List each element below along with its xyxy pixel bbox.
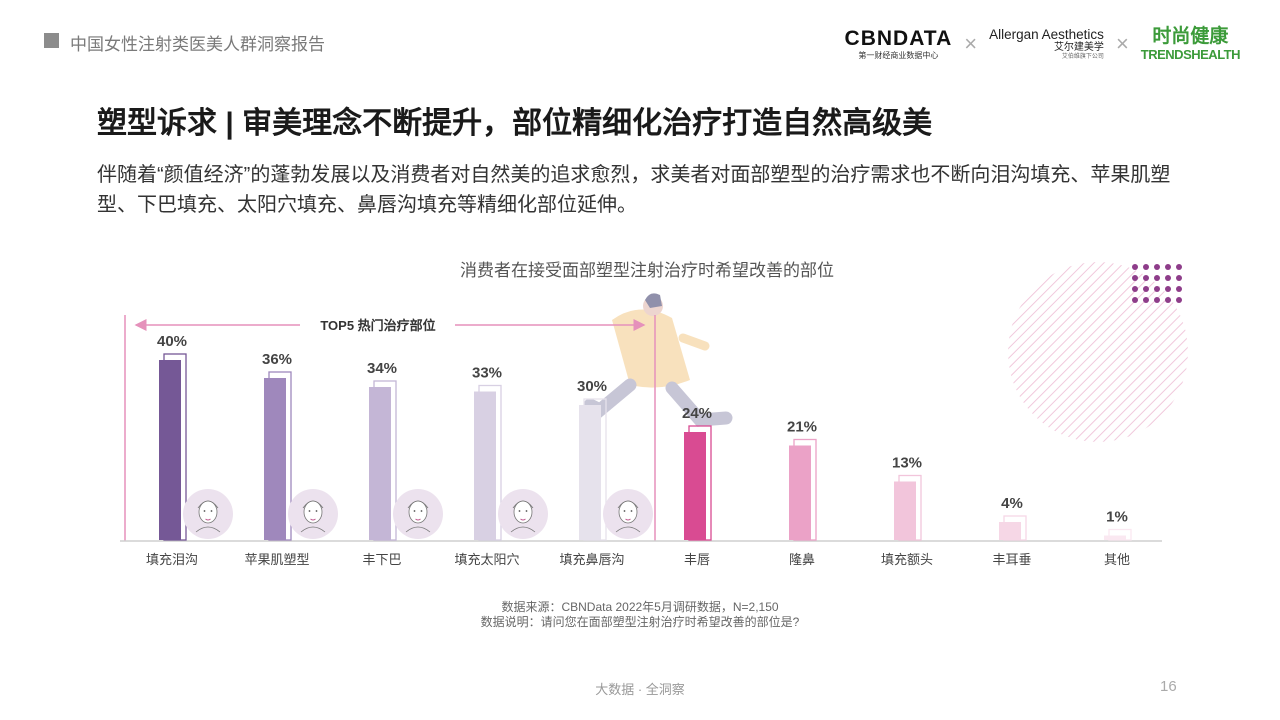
decorative-dot xyxy=(1154,286,1160,292)
bar xyxy=(264,378,286,540)
category-tick-label: 填充鼻唇沟 xyxy=(559,552,624,567)
face-icon xyxy=(183,489,233,539)
report-title: 中国女性注射类医美人群洞察报告 xyxy=(70,35,325,54)
bar xyxy=(789,445,811,540)
cbndata-logo: CBNDATA 第一财经商业数据中心 xyxy=(845,28,953,60)
page-subtitle: 伴随着“颜值经济”的蓬勃发展以及消费者对自然美的追求愈烈，求美者对面部塑型的治疗… xyxy=(97,164,1171,216)
bar-value-label: 33% xyxy=(472,365,502,382)
decorative-striped-circle xyxy=(1008,262,1188,442)
decorative-dot xyxy=(1143,286,1149,292)
trendshealth-logo-text: 时尚健康 xyxy=(1152,25,1229,47)
decorative-dot xyxy=(1176,286,1182,292)
trendshealth-logo-subtext: TRENDSHEALTH xyxy=(1140,47,1241,62)
trendshealth-logo: 时尚健康 TRENDSHEALTH xyxy=(1140,25,1241,62)
top5-annotation-label: TOP5 热门治疗部位 xyxy=(320,318,435,333)
allergan-logo: Allergan Aesthetics 艾尔建美学 艾伯维旗下公司 xyxy=(989,28,1104,61)
chart-title: 消费者在接受面部塑型注射治疗时希望改善的部位 xyxy=(460,261,834,280)
bar-value-label: 40% xyxy=(157,333,187,350)
decorative-dot xyxy=(1132,275,1138,281)
decorative-dot xyxy=(1132,264,1138,270)
bar-value-label: 4% xyxy=(1001,495,1023,512)
bar-value-label: 36% xyxy=(262,351,292,368)
data-source-note: 数据来源：CBNData 2022年5月调研数据，N=2,150 xyxy=(501,600,779,614)
face-icon xyxy=(498,489,548,539)
decorative-dot xyxy=(1176,264,1182,270)
bar xyxy=(684,432,706,540)
allergan-logo-subtext: 艾尔建美学 xyxy=(1053,42,1104,54)
decorative-dot xyxy=(1165,286,1171,292)
category-tick-label: 填充泪沟 xyxy=(146,552,198,567)
decorative-dot xyxy=(1132,297,1138,303)
decorative-dot xyxy=(1154,297,1160,303)
jumping-person-illustration-icon xyxy=(583,293,733,427)
face-icon xyxy=(603,489,653,539)
cbndata-logo-subtext: 第一财经商业数据中心 xyxy=(858,51,939,60)
decorative-dot xyxy=(1143,264,1149,270)
bar-value-label: 34% xyxy=(367,360,397,377)
bar xyxy=(369,387,391,540)
face-icon xyxy=(393,489,443,539)
category-tick-label: 丰下巴 xyxy=(362,552,401,567)
category-tick-label: 其他 xyxy=(1104,552,1130,567)
category-tick-label: 隆鼻 xyxy=(789,552,815,567)
bar-value-label: 30% xyxy=(577,378,607,395)
bar-series: 40% 填充泪沟 36% 苹果肌塑型 34% 丰下巴 33% 填充太阳穴 30% 填充鼻唇沟 24%… xyxy=(146,333,1132,567)
logo-separator-icon: × xyxy=(1115,31,1129,56)
allergan-logo-text: Allergan Aesthetics xyxy=(989,26,1104,42)
header-square-icon xyxy=(44,33,59,48)
bar xyxy=(474,391,496,540)
decorative-dot xyxy=(1176,275,1182,281)
category-tick-label: 苹果肌塑型 xyxy=(244,552,309,567)
bar-value-label: 13% xyxy=(892,455,922,472)
category-tick-label: 填充额头 xyxy=(881,552,933,567)
category-tick-label: 填充太阳穴 xyxy=(454,552,519,567)
bar xyxy=(894,481,916,540)
page-title: 塑型诉求 | 审美理念不断提升，部位精细化治疗打造自然高级美 xyxy=(97,107,933,140)
category-tick-label: 丰唇 xyxy=(684,552,710,567)
bar xyxy=(159,360,181,540)
decorative-dot xyxy=(1165,275,1171,281)
decorative-dot xyxy=(1143,297,1149,303)
decorative-dot-grid-icon xyxy=(1132,264,1182,303)
bar-value-label: 24% xyxy=(682,405,712,422)
logo-separator-icon: × xyxy=(964,31,978,56)
bar xyxy=(579,405,601,540)
bar xyxy=(1104,535,1126,540)
decorative-dot xyxy=(1165,297,1171,303)
decorative-dot xyxy=(1154,275,1160,281)
data-description-note: 数据说明：请问您在面部塑型注射治疗时希望改善的部位是? xyxy=(480,615,800,629)
cbndata-logo-text: CBNDATA xyxy=(844,27,953,50)
bar-value-label: 1% xyxy=(1106,509,1128,526)
page-number: 16 xyxy=(1160,678,1177,695)
decorative-dot xyxy=(1154,264,1160,270)
decorative-dot xyxy=(1165,264,1171,270)
footer-slogan: 大数据 · 全洞察 xyxy=(595,682,685,697)
face-icon xyxy=(288,489,338,539)
allergan-logo-tinytext: 艾伯维旗下公司 xyxy=(1061,54,1104,61)
decorative-dot xyxy=(1132,286,1138,292)
bar-value-label: 21% xyxy=(787,419,817,436)
decorative-dot xyxy=(1176,297,1182,303)
bar xyxy=(999,522,1021,540)
partner-logos: CBNDATA 第一财经商业数据中心 × Allergan Aesthetics… xyxy=(845,24,1241,64)
decorative-dot xyxy=(1143,275,1149,281)
category-tick-label: 丰耳垂 xyxy=(992,552,1031,567)
